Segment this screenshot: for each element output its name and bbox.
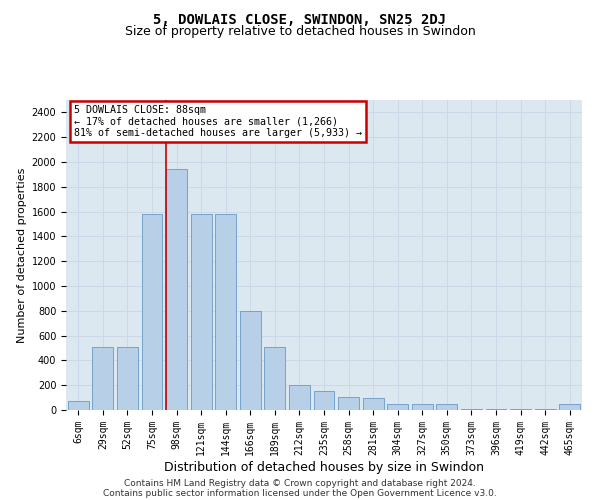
Bar bbox=[215, 214, 236, 410]
Bar bbox=[535, 409, 556, 410]
Bar bbox=[387, 404, 408, 410]
Bar bbox=[240, 311, 261, 410]
Bar bbox=[485, 409, 506, 410]
Bar bbox=[338, 397, 359, 410]
Bar bbox=[314, 391, 334, 410]
Text: 5, DOWLAIS CLOSE, SWINDON, SN25 2DJ: 5, DOWLAIS CLOSE, SWINDON, SN25 2DJ bbox=[154, 12, 446, 26]
Bar bbox=[559, 404, 580, 410]
Bar bbox=[68, 400, 89, 410]
Bar bbox=[362, 398, 383, 410]
Bar bbox=[436, 404, 457, 410]
Text: Contains HM Land Registry data © Crown copyright and database right 2024.: Contains HM Land Registry data © Crown c… bbox=[124, 478, 476, 488]
Bar bbox=[142, 214, 163, 410]
Bar bbox=[461, 409, 482, 410]
Bar bbox=[510, 409, 531, 410]
Y-axis label: Number of detached properties: Number of detached properties bbox=[17, 168, 28, 342]
Bar bbox=[191, 214, 212, 410]
Bar bbox=[412, 404, 433, 410]
X-axis label: Distribution of detached houses by size in Swindon: Distribution of detached houses by size … bbox=[164, 460, 484, 473]
Text: Contains public sector information licensed under the Open Government Licence v3: Contains public sector information licen… bbox=[103, 488, 497, 498]
Bar bbox=[166, 170, 187, 410]
Bar bbox=[289, 385, 310, 410]
Text: 5 DOWLAIS CLOSE: 88sqm
← 17% of detached houses are smaller (1,266)
81% of semi-: 5 DOWLAIS CLOSE: 88sqm ← 17% of detached… bbox=[74, 104, 362, 138]
Bar bbox=[265, 347, 286, 410]
Bar bbox=[117, 347, 138, 410]
Bar bbox=[92, 347, 113, 410]
Text: Size of property relative to detached houses in Swindon: Size of property relative to detached ho… bbox=[125, 25, 475, 38]
